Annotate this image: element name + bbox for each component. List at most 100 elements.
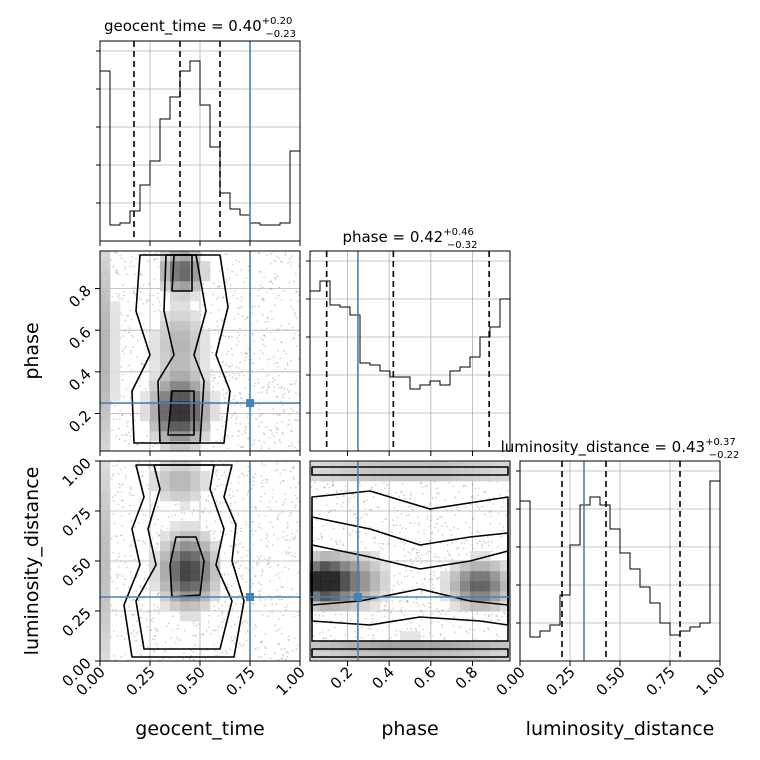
- scatter-point: [289, 514, 292, 517]
- density-cell: [350, 551, 361, 562]
- scatter-point: [293, 615, 296, 618]
- scatter-point: [139, 539, 141, 542]
- scatter-point: [129, 265, 132, 268]
- scatter-point: [246, 549, 249, 552]
- scatter-point: [278, 439, 281, 441]
- scatter-point: [294, 555, 297, 558]
- histogram-step: [309, 280, 511, 451]
- scatter-point: [224, 552, 227, 555]
- scatter-point: [145, 587, 147, 590]
- scatter-point: [355, 635, 357, 638]
- scatter-point: [256, 564, 259, 567]
- scatter-point: [140, 653, 142, 656]
- scatter-point: [295, 345, 298, 348]
- scatter-point: [359, 484, 362, 487]
- scatter-point: [222, 334, 224, 337]
- scatter-point: [244, 351, 247, 354]
- scatter-point: [127, 314, 130, 317]
- scatter-point: [256, 294, 259, 297]
- scatter-point: [202, 304, 204, 306]
- scatter-point: [452, 485, 454, 488]
- scatter-point: [318, 614, 321, 617]
- scatter-point: [226, 434, 229, 437]
- scatter-point: [131, 494, 134, 496]
- scatter-point: [260, 475, 263, 477]
- scatter-point: [191, 634, 194, 637]
- scatter-point: [127, 301, 129, 303]
- scatter-point: [260, 482, 263, 484]
- scatter-point: [223, 501, 226, 504]
- density-cell: [190, 531, 201, 542]
- scatter-point: [216, 485, 219, 487]
- scatter-point: [277, 366, 280, 368]
- scatter-point: [145, 351, 148, 353]
- scatter-point: [266, 317, 269, 320]
- density-cell: [460, 651, 471, 662]
- density-cell: [340, 561, 351, 572]
- scatter-point: [202, 510, 205, 513]
- scatter-point: [156, 630, 159, 633]
- density-cell: [370, 561, 381, 572]
- scatter-point: [126, 273, 128, 276]
- scatter-point: [257, 252, 260, 254]
- scatter-point: [422, 613, 425, 616]
- scatter-point: [230, 545, 233, 548]
- scatter-point: [433, 571, 436, 573]
- scatter-point: [231, 335, 233, 338]
- scatter-point: [261, 386, 264, 389]
- scatter-point: [261, 368, 264, 371]
- scatter-point: [129, 555, 132, 557]
- density-cell: [320, 551, 331, 562]
- scatter-point: [294, 419, 297, 421]
- truth-marker: [246, 593, 254, 601]
- scatter-point: [247, 568, 250, 571]
- scatter-point: [229, 521, 232, 524]
- scatter-point: [315, 537, 318, 539]
- x-tick-label: 0.4: [368, 663, 398, 693]
- scatter-point: [267, 615, 269, 617]
- scatter-point: [498, 619, 501, 621]
- scatter-point: [277, 659, 280, 661]
- x-tick-label: 0.6: [410, 663, 440, 693]
- scatter-point: [129, 352, 132, 354]
- scatter-point: [359, 517, 361, 520]
- scatter-point: [123, 267, 126, 270]
- scatter-point: [140, 509, 143, 512]
- density-cell: [160, 531, 171, 542]
- scatter-point: [266, 391, 268, 394]
- density-cell: [400, 641, 411, 652]
- density-cell: [100, 621, 111, 632]
- density-cell: [170, 381, 181, 392]
- scatter-point: [275, 500, 278, 503]
- ylabel-phase: phase: [21, 322, 43, 379]
- density-cell: [170, 421, 181, 432]
- scatter-point: [440, 566, 443, 569]
- scatter-point: [277, 563, 280, 566]
- scatter-point: [260, 271, 262, 273]
- density-cell: [180, 531, 191, 542]
- scatter-point: [282, 350, 285, 353]
- scatter-point: [276, 517, 279, 520]
- title-main: luminosity_distance = 0.43: [501, 438, 705, 457]
- scatter-point: [229, 591, 231, 594]
- scatter-point: [151, 537, 154, 540]
- density-cell: [160, 471, 171, 482]
- scatter-point: [379, 546, 382, 549]
- scatter-point: [352, 493, 355, 496]
- scatter-point: [268, 556, 271, 559]
- scatter-point: [471, 495, 474, 498]
- scatter-point: [429, 573, 431, 576]
- scatter-point: [254, 305, 257, 308]
- x-tick-label: 0.75: [642, 663, 678, 699]
- scatter-point: [129, 435, 132, 438]
- scatter-point: [439, 561, 441, 564]
- scatter-point: [258, 252, 261, 255]
- scatter-point: [284, 367, 287, 370]
- scatter-point: [313, 481, 316, 484]
- scatter-point: [315, 488, 318, 491]
- scatter-point: [118, 483, 121, 485]
- scatter-point: [270, 598, 273, 601]
- scatter-point: [348, 489, 351, 492]
- scatter-point: [222, 296, 225, 299]
- scatter-point: [120, 635, 123, 637]
